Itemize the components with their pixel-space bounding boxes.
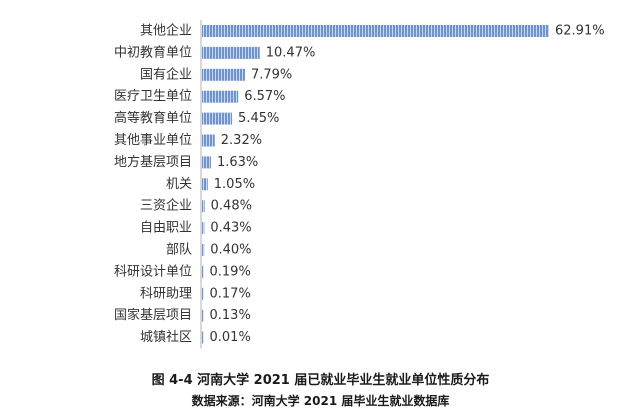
bar [202, 134, 215, 147]
bar [202, 90, 239, 103]
bar [202, 331, 204, 344]
category-label: 其他企业 [140, 23, 192, 39]
category-label: 中初教育单位 [114, 44, 192, 60]
category-label: 科研助理 [140, 286, 192, 301]
category-label: 三资企业 [140, 198, 192, 214]
category-label: 部队 [166, 243, 192, 258]
bar [202, 309, 204, 322]
category-label: 其他事业单位 [114, 133, 192, 148]
bar [202, 112, 233, 125]
category-label: 科研设计单位 [114, 264, 192, 279]
bar [202, 222, 205, 235]
category-label: 国有企业 [140, 66, 192, 82]
data-label: 7.79% [251, 67, 292, 82]
bar [202, 156, 211, 169]
data-label: 1.63% [217, 155, 258, 170]
category-label: 地方基层项目 [114, 154, 192, 170]
bar [202, 200, 205, 213]
data-label: 1.05% [214, 177, 255, 192]
bar [202, 46, 260, 59]
data-label: 0.01% [210, 330, 251, 345]
data-label: 0.43% [210, 221, 251, 236]
data-label: 6.57% [244, 89, 285, 104]
bar [202, 25, 549, 37]
data-label: 5.45% [238, 111, 279, 126]
data-label: 62.91% [555, 24, 605, 39]
category-label: 城镇社区 [140, 329, 192, 345]
figure-source: 数据来源：河南大学 2021 届毕业生就业数据库 [191, 394, 450, 408]
chart-svg: 其他企业 62.91% 中初教育单位 10.47% 国有企业 7.79% 医疗卫生单位 6.5… [114, 20, 605, 349]
bar [202, 287, 204, 300]
data-label: 0.17% [210, 286, 251, 301]
bar-chart: 其他企业 62.91% 中初教育单位 10.47% 国有企业 7.79% 医疗卫生单位 6.5… [114, 20, 605, 349]
data-label: 2.32% [221, 133, 262, 148]
category-label: 高等教育单位 [114, 110, 192, 126]
data-label: 0.13% [210, 308, 251, 323]
category-label: 机关 [166, 177, 192, 192]
category-label: 自由职业 [140, 221, 192, 236]
data-label: 10.47% [266, 45, 316, 60]
data-label: 0.19% [210, 264, 251, 279]
bar [202, 265, 204, 278]
bar [202, 68, 245, 81]
figure-caption: 图 4-4 河南大学 2021 届已就业毕业生就业单位性质分布 [151, 373, 490, 388]
bar [202, 244, 205, 256]
category-label: 国家基层项目 [114, 307, 192, 323]
data-label: 0.48% [211, 199, 252, 214]
data-label: 0.40% [210, 243, 251, 258]
bar [202, 178, 208, 191]
category-label: 医疗卫生单位 [114, 89, 192, 104]
